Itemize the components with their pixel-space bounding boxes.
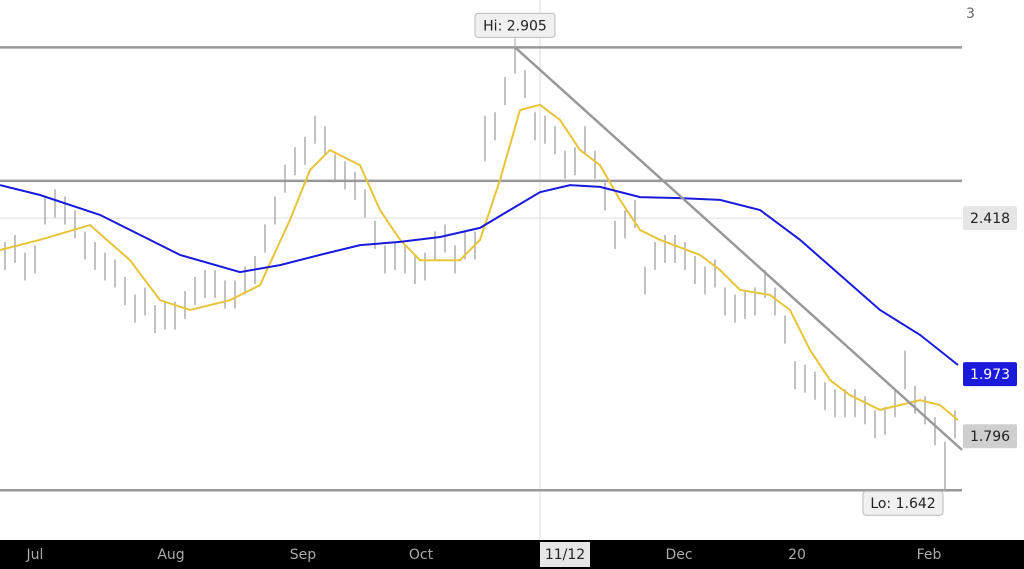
annotation-box bbox=[862, 490, 944, 516]
crosshair-y-label: 2.418 bbox=[970, 211, 1010, 227]
moving-average bbox=[0, 184, 959, 366]
crosshair-x-box bbox=[540, 542, 590, 567]
ma-last-label-box bbox=[963, 362, 1017, 387]
x-tick-label: Sep bbox=[290, 547, 317, 563]
annotation: Hi: 2.905 bbox=[483, 18, 547, 34]
crosshair-y-label-box bbox=[963, 206, 1017, 231]
x-tick-label: Feb bbox=[917, 547, 942, 563]
trendline bbox=[514, 46, 963, 451]
y-tick-label: 3 bbox=[966, 6, 975, 22]
annotation: Lo: 1.642 bbox=[870, 496, 935, 512]
x-tick-label: 20 bbox=[788, 547, 806, 563]
x-axis-band bbox=[0, 540, 1024, 569]
x-tick-label: Oct bbox=[409, 547, 434, 563]
ma-last-label: 1.973 bbox=[970, 367, 1010, 383]
price-last-label-box bbox=[963, 424, 1017, 449]
annotation-leader bbox=[942, 489, 946, 492]
moving-average bbox=[0, 103, 959, 421]
x-tick-label: Aug bbox=[157, 547, 184, 563]
price-last-label: 1.796 bbox=[970, 429, 1010, 445]
crosshair-x-label: 11/12 bbox=[545, 547, 585, 563]
annotation-box bbox=[474, 12, 556, 38]
x-tick-label: Dec bbox=[665, 547, 692, 563]
x-tick-label: Jul bbox=[26, 547, 44, 563]
